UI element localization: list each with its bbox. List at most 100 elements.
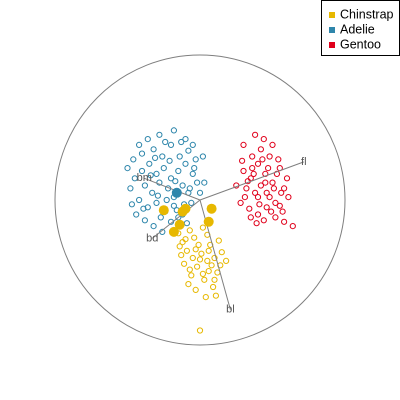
data-point-gentoo (256, 201, 263, 208)
data-point-adelie (191, 165, 198, 172)
data-point-gentoo (265, 165, 272, 172)
data-point-gentoo (239, 157, 246, 164)
data-point-adelie (152, 154, 159, 161)
data-point-chinstrap (208, 262, 215, 269)
data-point-gentoo (259, 156, 266, 163)
data-point-adelie (153, 170, 160, 177)
data-point-adelie (136, 141, 143, 148)
data-point-gentoo (249, 153, 256, 160)
data-point-chinstrap (186, 266, 193, 273)
data-point-adelie (140, 205, 147, 212)
data-point-chinstrap (183, 247, 190, 254)
axis-label-bm: bm (137, 172, 152, 184)
data-point-adelie (130, 156, 137, 163)
data-point-adelie (128, 201, 135, 208)
data-point-gentoo (253, 220, 260, 227)
data-point-gentoo (240, 167, 247, 175)
data-point-chinstrap (181, 260, 188, 267)
data-point-adelie (124, 165, 131, 172)
data-point-gentoo (272, 199, 279, 206)
data-point-chinstrap (192, 246, 199, 253)
data-point-chinstrap (191, 234, 198, 241)
data-point-gentoo (252, 131, 259, 138)
data-point-chinstrap (176, 243, 183, 250)
highlight-point-chinstrap (174, 219, 185, 230)
data-point-adelie (188, 199, 195, 206)
data-point-chinstrap (188, 272, 195, 279)
data-point-adelie (183, 220, 190, 227)
data-point-adelie (189, 141, 196, 148)
data-point-adelie (133, 211, 140, 218)
data-point-chinstrap (205, 247, 212, 254)
data-point-gentoo (257, 146, 264, 153)
highlight-point-adelie (171, 187, 182, 198)
data-point-gentoo (266, 194, 273, 201)
data-point-chinstrap (195, 241, 202, 248)
data-point-gentoo (254, 194, 262, 201)
axis-label-bd: bd (146, 232, 158, 244)
data-point-gentoo (240, 141, 247, 148)
data-point-adelie (182, 136, 189, 143)
data-point-chinstrap (201, 276, 208, 283)
data-point-chinstrap (212, 292, 219, 299)
data-point-adelie (199, 153, 206, 160)
data-point-chinstrap (210, 283, 217, 291)
data-point-adelie (172, 178, 179, 185)
axis-line-bd (151, 199, 201, 239)
data-point-gentoo (272, 214, 279, 221)
axis-label-fl: fl (301, 156, 307, 168)
data-point-adelie (196, 189, 204, 196)
data-point-gentoo (283, 175, 291, 182)
data-point-gentoo (257, 182, 264, 189)
data-point-adelie (147, 172, 154, 179)
data-point-adelie (150, 146, 157, 153)
legend-swatch-gentoo (329, 42, 335, 48)
data-point-adelie (192, 156, 199, 163)
data-point-adelie (149, 189, 156, 196)
data-point-chinstrap (196, 327, 204, 334)
data-point-gentoo (254, 211, 262, 218)
highlight-point-chinstrap (203, 216, 214, 227)
data-point-adelie (138, 150, 146, 157)
data-point-chinstrap (178, 252, 185, 259)
data-point-gentoo (260, 136, 267, 143)
data-point-adelie (156, 131, 163, 138)
data-point-chinstrap (199, 224, 206, 231)
legend-swatch-chinstrap (329, 12, 335, 18)
data-point-gentoo (254, 160, 262, 167)
data-point-gentoo (269, 179, 276, 186)
data-point-adelie (179, 182, 186, 189)
data-point-adelie (141, 182, 148, 189)
data-point-adelie (144, 136, 151, 143)
axis-line-bm (144, 177, 201, 201)
legend-label-gentoo: Gentoo (340, 37, 381, 51)
data-point-adelie (170, 202, 177, 209)
data-point-adelie (157, 214, 164, 221)
data-point-adelie (167, 141, 175, 148)
data-point-adelie (186, 185, 193, 192)
data-point-adelie (141, 217, 148, 224)
data-point-gentoo (279, 208, 286, 215)
data-point-adelie (201, 179, 208, 186)
data-point-gentoo (275, 156, 282, 163)
data-point-adelie (170, 127, 177, 134)
axis-label-bl: bl (226, 304, 235, 316)
data-point-chinstrap (202, 294, 209, 301)
data-point-gentoo (266, 153, 273, 160)
unit-circle (54, 54, 346, 346)
data-point-adelie (153, 199, 160, 206)
data-point-chinstrap (196, 256, 204, 263)
data-point-gentoo (249, 165, 256, 172)
data-point-adelie (150, 223, 157, 230)
data-point-gentoo (263, 204, 270, 211)
highlight-point-chinstrap (180, 203, 191, 214)
data-point-chinstrap (186, 227, 193, 234)
data-point-adelie (162, 138, 169, 146)
highlight-point-chinstrap (168, 226, 179, 237)
legend-label-chinstrap: Chinstrap (340, 7, 394, 21)
data-point-chinstrap (211, 276, 218, 283)
data-point-gentoo (269, 141, 276, 148)
data-point-adelie (166, 157, 173, 164)
data-point-adelie (185, 147, 192, 154)
